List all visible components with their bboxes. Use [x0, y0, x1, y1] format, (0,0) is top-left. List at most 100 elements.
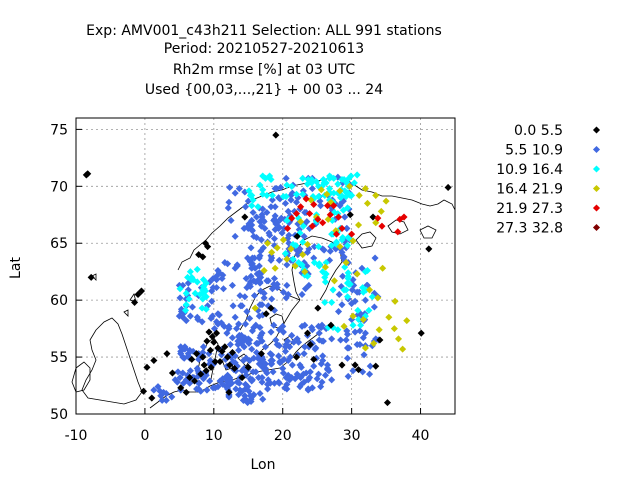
station-point	[315, 370, 323, 378]
x-tick-label: 30	[343, 428, 361, 444]
legend-label: 10.9 16.4	[496, 162, 563, 178]
station-point	[260, 218, 268, 226]
station-point	[336, 187, 344, 195]
station-point	[279, 328, 287, 336]
station-point	[84, 170, 92, 178]
station-point	[256, 278, 264, 286]
station-point	[245, 187, 253, 195]
station-point	[224, 260, 232, 268]
station-point	[315, 329, 323, 337]
station-point	[272, 220, 280, 228]
station-point	[268, 196, 276, 204]
station-point	[177, 384, 185, 392]
station-point	[361, 344, 369, 352]
station-point	[342, 286, 350, 294]
station-point	[281, 347, 290, 355]
station-point	[297, 218, 305, 226]
station-point	[200, 361, 208, 369]
station-point	[327, 321, 335, 329]
station-point	[299, 238, 307, 246]
station-point	[403, 317, 411, 325]
station-point	[340, 322, 348, 330]
title-line-3: Rh2m rmse [%] at 03 UTC	[173, 62, 356, 78]
station-point	[299, 251, 307, 259]
station-point	[310, 243, 318, 251]
station-point	[315, 193, 323, 201]
station-point	[271, 203, 279, 211]
station-point	[157, 392, 165, 400]
station-point	[181, 344, 189, 352]
station-point	[131, 298, 139, 306]
station-point	[285, 231, 293, 239]
station-point	[177, 350, 185, 358]
station-point	[279, 364, 287, 372]
station-point	[321, 371, 329, 379]
title-line-1: Exp: AMV001_c43h211 Selection: ALL 991 s…	[86, 23, 442, 39]
station-point	[299, 190, 307, 198]
station-point	[350, 179, 358, 187]
station-point	[267, 175, 275, 184]
station-point	[357, 321, 365, 329]
station-point	[283, 261, 291, 269]
station-point	[374, 294, 382, 302]
y-tick-label: 55	[50, 350, 68, 366]
station-point	[342, 259, 350, 267]
station-point	[321, 298, 329, 306]
station-point	[266, 231, 274, 239]
station-point	[283, 281, 291, 289]
station-point	[156, 387, 164, 395]
station-point	[370, 303, 378, 311]
station-point	[349, 321, 357, 329]
station-point	[342, 193, 350, 201]
station-point	[343, 354, 352, 362]
station-point	[278, 229, 286, 237]
station-point	[250, 323, 258, 332]
x-tick-label: 10	[205, 428, 223, 444]
station-point	[226, 361, 234, 369]
station-point	[298, 290, 306, 298]
station-point	[292, 190, 301, 198]
station-point	[399, 345, 407, 353]
station-point	[391, 297, 399, 305]
station-point	[143, 363, 151, 371]
station-point	[355, 288, 363, 296]
station-point	[264, 277, 272, 285]
station-point	[271, 264, 279, 272]
station-point	[283, 181, 291, 189]
station-point	[306, 210, 314, 218]
coastline-map	[71, 177, 456, 409]
station-point	[330, 174, 338, 182]
station-point	[250, 354, 258, 362]
station-point	[332, 230, 341, 238]
station-point	[340, 175, 348, 184]
station-point	[379, 264, 387, 272]
station-point	[231, 313, 239, 321]
station-point	[270, 379, 278, 387]
station-point	[317, 202, 325, 210]
station-point	[198, 318, 206, 326]
station-point	[288, 214, 296, 222]
station-point	[199, 343, 208, 351]
station-point	[328, 298, 336, 306]
station-point	[308, 384, 316, 392]
station-point	[321, 273, 329, 281]
station-point	[319, 356, 327, 365]
station-point	[224, 204, 232, 212]
station-point	[308, 185, 316, 193]
chart-title: Exp: AMV001_c43h211 Selection: ALL 991 s…	[86, 23, 442, 98]
station-point	[315, 243, 323, 251]
station-point	[354, 221, 363, 229]
station-point	[330, 277, 338, 285]
station-point	[266, 350, 274, 358]
station-point	[390, 325, 398, 333]
station-point	[263, 208, 271, 217]
station-point	[297, 380, 305, 388]
station-point	[270, 280, 278, 288]
station-point	[383, 399, 392, 407]
legend-label: 16.4 21.9	[496, 182, 563, 198]
station-point	[244, 337, 252, 345]
station-point	[168, 393, 176, 401]
station-point	[259, 186, 267, 194]
station-point	[297, 203, 305, 211]
station-point	[279, 193, 287, 201]
